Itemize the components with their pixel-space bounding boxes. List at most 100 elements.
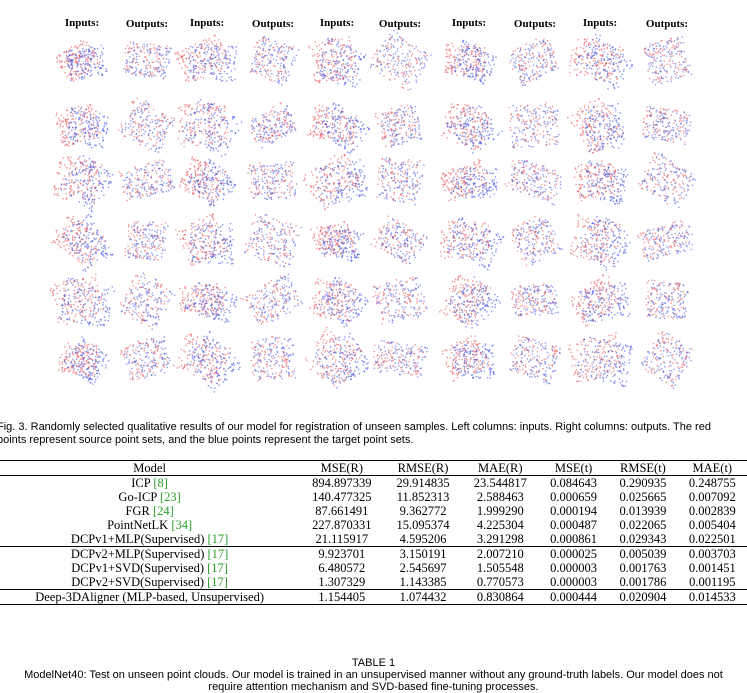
point-cloud xyxy=(120,272,176,330)
model-name-cell: DCPv1+SVD(Supervised) [17] xyxy=(71,561,228,575)
table-column-header: MAE(R) xyxy=(461,460,539,476)
metric-cell: 3.291298 xyxy=(476,532,524,546)
citation-link[interactable]: [8] xyxy=(153,476,168,490)
citation-link[interactable]: [24] xyxy=(152,504,174,518)
metric-cell: 0.007092 xyxy=(688,490,736,504)
point-cloud xyxy=(50,215,106,268)
metric-cell: 0.001195 xyxy=(689,575,736,589)
point-cloud xyxy=(251,105,297,149)
point-cloud xyxy=(637,220,689,259)
metric-cell: 0.003703 xyxy=(677,546,747,561)
point-cloud xyxy=(53,156,103,205)
metric-cell: 4.225304 xyxy=(476,518,524,532)
metric-cell: 1.307329 xyxy=(318,575,366,589)
citation-link[interactable]: [17] xyxy=(207,532,229,546)
model-name-cell: Deep-3DAligner (MLP-based, Unsupervised) xyxy=(0,589,300,605)
point-cloud xyxy=(641,153,697,209)
point-cloud xyxy=(316,276,369,328)
point-cloud xyxy=(306,104,358,145)
point-cloud xyxy=(511,104,560,149)
metric-cell: 0.770573 xyxy=(476,575,524,589)
citation-link[interactable]: [17] xyxy=(207,575,228,589)
point-cloud xyxy=(118,159,173,202)
table-row: DCPv2+SVD(Supervised) [17] 1.307329 1.1433… xyxy=(0,575,747,590)
table-row: Deep-3DAligner (MLP-based, Unsupervised)… xyxy=(0,589,747,605)
table-column-header: MAE(t) xyxy=(677,460,747,476)
point-cloud xyxy=(446,105,503,154)
point-cloud xyxy=(376,157,421,203)
point-cloud xyxy=(568,38,624,82)
citation-link[interactable]: [23] xyxy=(159,490,181,504)
point-cloud xyxy=(380,218,428,265)
point-cloud xyxy=(253,337,297,381)
point-cloud xyxy=(644,36,693,86)
metric-cell: 0.000003 xyxy=(550,561,598,575)
point-cloud xyxy=(644,106,692,146)
figure-column-header: Outputs: xyxy=(126,18,168,30)
point-cloud xyxy=(583,103,625,153)
figure-column-header: Inputs: xyxy=(583,17,617,29)
metric-cell: 0.000025 xyxy=(538,546,609,561)
metric-cell: 0.830864 xyxy=(461,589,539,605)
metric-cell: 2.007210 xyxy=(461,546,539,561)
point-cloud xyxy=(510,335,559,381)
metric-cell: 1.505548 xyxy=(476,561,524,575)
point-cloud xyxy=(315,332,369,389)
point-cloud xyxy=(244,214,303,268)
citation-link[interactable]: [17] xyxy=(207,547,229,561)
figure-column-header: Inputs: xyxy=(65,17,99,29)
metric-cell: 1.074432 xyxy=(384,589,462,605)
metric-cell: 0.000194 xyxy=(550,504,598,518)
model-name-cell: DCPv2+MLP(Supervised) [17] xyxy=(0,546,300,561)
point-cloud xyxy=(577,216,631,271)
point-cloud xyxy=(452,343,495,380)
metric-cell: 1.154405 xyxy=(299,589,385,605)
point-cloud xyxy=(566,97,624,154)
table-label: TABLE 1 xyxy=(351,657,396,669)
table-column-header: MSE(R) xyxy=(299,460,385,476)
point-cloud xyxy=(123,336,171,380)
table-row: PointNetLK [34] 227.870331 15.095374 4.2253… xyxy=(0,518,747,532)
point-cloud xyxy=(49,273,104,325)
point-cloud xyxy=(63,107,109,149)
point-cloud xyxy=(307,36,357,84)
model-name-cell: DCPv1+MLP(Supervised) [17] xyxy=(70,532,229,546)
point-cloud xyxy=(369,29,432,90)
figure-column-header: Inputs: xyxy=(190,17,224,29)
model-name-cell: FGR [24] xyxy=(125,504,174,518)
metric-cell: 0.022065 xyxy=(619,518,667,532)
citation-link[interactable]: [34] xyxy=(171,518,193,532)
point-cloud xyxy=(643,331,693,387)
figure-column-header: Outputs: xyxy=(514,18,556,30)
figure-column-header: Inputs: xyxy=(320,17,354,29)
point-cloud xyxy=(309,278,357,323)
point-cloud xyxy=(55,40,101,82)
table-caption-line-2: require attention mechanism and SVD-base… xyxy=(208,681,539,693)
metric-cell: 11.852313 xyxy=(396,490,450,504)
point-cloud xyxy=(58,342,99,378)
point-cloud xyxy=(372,276,426,325)
point-cloud xyxy=(123,161,176,199)
point-cloud xyxy=(373,340,429,378)
table-row: DCPv1+MLP(Supervised) [17] 21.115917 4.595… xyxy=(0,532,747,547)
metric-cell: 0.290935 xyxy=(619,476,667,490)
point-cloud xyxy=(647,279,689,320)
point-cloud xyxy=(120,100,175,153)
point-cloud xyxy=(580,160,629,205)
results-table: Model MSE(R) RMSE(R) MAE(R) MSE(t) RMSE(t) MAE… xyxy=(0,460,747,605)
metric-cell: 0.005404 xyxy=(688,518,736,532)
metric-cell: 2.588463 xyxy=(476,490,524,504)
table-row: ICP [8] 894.897339 29.914835 23.544817 0.084… xyxy=(0,476,747,490)
figure-caption-line-2: points represent source point sets, and … xyxy=(0,434,414,446)
point-cloud xyxy=(127,220,169,261)
table-header-row: Model MSE(R) RMSE(R) MAE(R) MSE(t) RMSE(t) MAE… xyxy=(0,460,747,476)
point-cloud xyxy=(567,332,622,383)
point-cloud xyxy=(245,214,297,268)
point-cloud xyxy=(249,35,300,86)
metric-cell: 140.477325 xyxy=(312,490,372,504)
point-cloud xyxy=(314,102,370,154)
metric-cell: 0.001763 xyxy=(619,561,667,575)
citation-link[interactable]: [17] xyxy=(207,561,228,575)
point-cloud xyxy=(640,332,692,389)
point-cloud xyxy=(509,38,557,84)
